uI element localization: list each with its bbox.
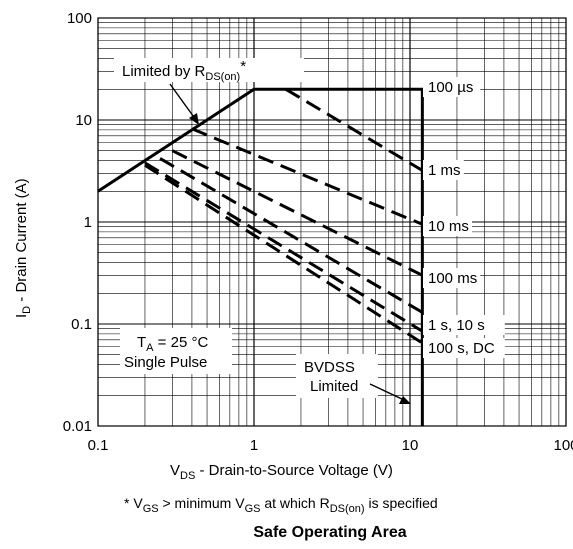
series-labels: 100 µs 1 ms 10 ms 100 ms 1 s, 10 s 100 s, DC — [423, 77, 505, 358]
ta-label: TA = 25 °C — [137, 334, 208, 354]
series-line-3 — [159, 157, 424, 314]
series-label-1: 1 ms — [428, 162, 461, 179]
series-label-box — [423, 77, 481, 97]
bvdss-limited-label: Limited — [310, 378, 358, 395]
series-label-3: 100 ms — [428, 270, 477, 287]
x-tick-label: 0.1 — [88, 437, 109, 454]
rds-arrow-head — [189, 113, 199, 125]
x-axis-label: VDS - Drain-to-Source Voltage (V) — [170, 462, 393, 482]
series-label-5: 100 s, DC — [428, 340, 495, 357]
ta-label-box — [120, 328, 232, 374]
series-label-2: 10 ms — [428, 218, 469, 235]
y-tick-label: 0.01 — [63, 418, 92, 435]
series-line-0 — [285, 88, 424, 172]
y-tick-label: 1 — [84, 214, 92, 231]
series-label-box — [423, 160, 464, 180]
tick-labels: 0.1 1 10 100 0.01 0.1 1 10 100 — [63, 10, 573, 454]
bvdss-arrow — [369, 383, 405, 401]
chart-title: Safe Operating Area — [253, 524, 406, 541]
footnote: * VGS > minimum VGS at which RDS(on) is … — [124, 495, 438, 515]
y-tick-label: 100 — [67, 10, 92, 27]
series-label-4: 1 s, 10 s — [428, 317, 485, 334]
y-tick-label: 10 — [75, 112, 92, 129]
series-label-box — [423, 338, 505, 358]
series-line-5 — [144, 163, 424, 345]
bvdss-label-box — [296, 354, 378, 398]
soa-boundary-line — [97, 87, 424, 426]
rds-limit-label: Limited by RDS(on)* — [122, 58, 246, 83]
series-line-4 — [144, 161, 424, 333]
y-axis-label: ID - Drain Current (A) — [13, 178, 33, 318]
y-tick-label: 0.1 — [71, 316, 92, 333]
series-label-box — [423, 216, 472, 236]
series-label-box — [423, 315, 505, 335]
rds-label-box — [114, 58, 304, 82]
series-line-1 — [191, 127, 423, 226]
bvdss-arrow-head — [399, 396, 411, 404]
curves — [97, 87, 424, 426]
series-label-0: 100 µs — [428, 79, 473, 96]
x-tick-label: 100 — [553, 437, 573, 454]
series-label-box — [423, 268, 481, 288]
bvdss-label: BVDSS — [304, 359, 355, 376]
x-tick-label: 1 — [250, 437, 258, 454]
rds-arrow — [169, 83, 197, 121]
plot-frame — [97, 17, 567, 427]
x-tick-label: 10 — [402, 437, 419, 454]
single-pulse-label: Single Pulse — [124, 354, 207, 371]
